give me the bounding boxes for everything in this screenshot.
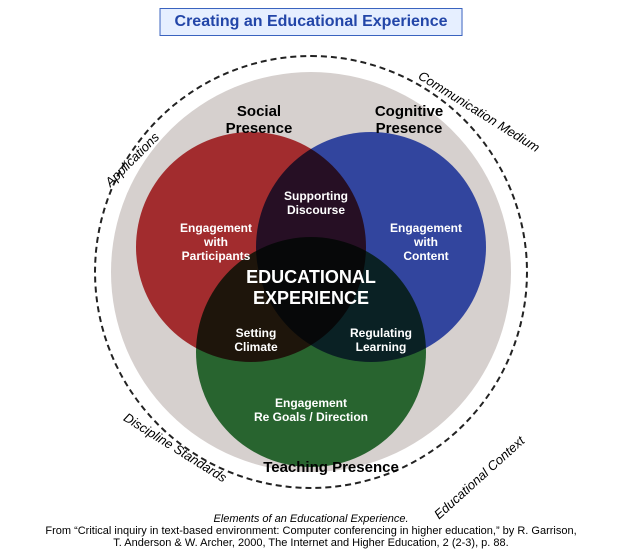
- circle-label-cognitive: CognitivePresence: [349, 104, 469, 137]
- inner-label-teaching: EngagementRe Goals / Direction: [221, 397, 401, 425]
- overlap-center: EDUCATIONALEXPERIENCE: [211, 267, 411, 308]
- caption-line3: T. Anderson & W. Archer, 2000, The Inter…: [113, 537, 508, 549]
- circle-label-teaching: Teaching Presence: [241, 460, 421, 477]
- inner-label-cognitive: EngagementwithContent: [381, 222, 471, 263]
- arc-label-educational: Educational Context: [431, 433, 528, 522]
- overlap-social-teaching: SettingClimate: [216, 327, 296, 355]
- caption-line1: Elements of an Educational Experience.: [213, 513, 408, 525]
- overlap-social-cognitive: SupportingDiscourse: [271, 190, 361, 218]
- overlap-cognitive-teaching: RegulatingLearning: [336, 327, 426, 355]
- inner-label-social: EngagementwithParticipants: [161, 222, 271, 263]
- circle-label-social: SocialPresence: [199, 104, 319, 137]
- diagram-stage: SocialPresence CognitivePresence Teachin…: [81, 52, 541, 492]
- page-title: Creating an Educational Experience: [175, 13, 448, 30]
- caption: Elements of an Educational Experience. F…: [0, 513, 622, 549]
- title-box: Creating an Educational Experience: [160, 8, 463, 36]
- caption-line2: From “Critical inquiry in text-based env…: [45, 525, 576, 537]
